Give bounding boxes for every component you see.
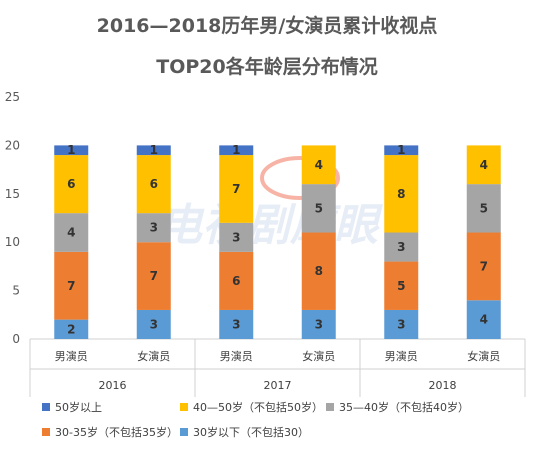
legend-item: 50岁以上 <box>42 400 102 414</box>
legend-label: 40—50岁（不包括50岁） <box>193 400 323 414</box>
y-tick-label: 5 <box>12 284 20 298</box>
bar-segment <box>136 309 171 339</box>
x-group-label: 2017 <box>264 379 292 392</box>
bar-segment <box>466 184 501 233</box>
data-label: 1 <box>150 143 158 157</box>
data-label: 6 <box>150 177 158 191</box>
bar-segment <box>219 309 254 339</box>
data-label: 4 <box>480 313 488 327</box>
y-tick-label: 10 <box>5 235 20 249</box>
bar-segment <box>466 300 501 339</box>
legend-label: 30岁以下（不包括30） <box>193 425 309 439</box>
bar-segment <box>384 155 419 233</box>
data-label: 5 <box>315 201 323 215</box>
x-category-label: 男演员 <box>220 349 253 363</box>
legend-swatch <box>180 428 188 436</box>
bar-segment <box>219 222 254 252</box>
bar-segment <box>219 145 254 156</box>
y-tick-label: 0 <box>12 332 20 346</box>
bar-segment <box>54 319 89 339</box>
bar-segment <box>136 242 171 310</box>
bar-segment <box>219 251 254 310</box>
legend-item: 40—50岁（不包括50岁） <box>180 400 323 414</box>
bar-segment <box>384 145 419 156</box>
data-label: 3 <box>232 230 240 244</box>
data-label: 7 <box>480 259 488 273</box>
x-category-label: 男演员 <box>55 349 88 363</box>
data-label: 3 <box>232 317 240 331</box>
data-labels: 2 7 4 6 1 3 7 3 6 1 3 6 3 7 1 3 8 5 4 3 5 3 8 1 4 7 5 4 <box>67 143 488 336</box>
data-label: 1 <box>397 143 405 157</box>
bar-segment <box>54 251 89 320</box>
bar-segment <box>219 155 254 223</box>
bar-segment <box>54 155 89 214</box>
bar-segment <box>54 145 89 156</box>
legend-item: 35—40岁（不包括40岁） <box>326 400 469 414</box>
bar-segment <box>301 232 336 310</box>
data-label: 6 <box>232 274 240 288</box>
data-label: 7 <box>67 279 75 293</box>
chart-legend: 50岁以上 40—50岁（不包括50岁） 35—40岁（不包括40岁） 30-35岁（… <box>42 400 469 439</box>
legend-swatch <box>326 403 334 411</box>
bar-segment <box>384 261 419 310</box>
data-label: 1 <box>232 143 240 157</box>
data-label: 8 <box>315 264 323 278</box>
legend-swatch <box>42 428 50 436</box>
legend-item: 30岁以下（不包括30） <box>180 425 309 439</box>
bar-segment <box>301 184 336 233</box>
bar-segment <box>301 145 336 185</box>
legend-item: 30-35岁（不包括35岁） <box>42 425 178 439</box>
data-label: 3 <box>397 317 405 331</box>
legend-label: 30-35岁（不包括35岁） <box>55 425 178 439</box>
x-category-label: 女演员 <box>137 349 170 363</box>
x-category-label: 女演员 <box>467 349 500 363</box>
data-label: 3 <box>150 221 158 235</box>
data-label: 5 <box>397 279 405 293</box>
data-label: 4 <box>315 158 323 172</box>
x-category-label: 男演员 <box>385 349 418 363</box>
data-label: 3 <box>397 240 405 254</box>
legend-swatch <box>42 403 50 411</box>
data-label: 7 <box>150 269 158 283</box>
bar-segment <box>466 145 501 185</box>
chart-bars <box>54 145 501 339</box>
data-label: 4 <box>480 158 488 172</box>
bar-segment <box>136 155 171 214</box>
y-tick-label: 20 <box>5 138 20 152</box>
data-label: 5 <box>480 201 488 215</box>
watermark-swoosh <box>260 156 340 200</box>
legend-label: 35—40岁（不包括40岁） <box>339 400 469 414</box>
y-tick-label: 25 <box>5 90 20 104</box>
data-label: 1 <box>67 143 75 157</box>
x-category-label: 女演员 <box>302 349 335 363</box>
bar-segment <box>301 309 336 339</box>
bar-segment <box>384 232 419 262</box>
chart-title-line-1: 2016—2018历年男/女演员累计收视点 <box>97 14 438 37</box>
data-label: 6 <box>67 177 75 191</box>
data-label: 3 <box>315 317 323 331</box>
x-group-label: 2018 <box>429 379 457 392</box>
y-tick-label: 15 <box>5 187 20 201</box>
data-label: 3 <box>150 317 158 331</box>
x-axis-categories: 男演员 女演员 男演员 女演员 男演员 女演员 2016 2017 2018 <box>29 339 526 397</box>
legend-swatch <box>180 403 188 411</box>
legend-label: 50岁以上 <box>55 400 102 414</box>
bar-segment <box>54 213 89 252</box>
watermark-text: 电视剧鹰眼 <box>158 200 383 251</box>
chart-title-line-2: TOP20各年龄层分布情况 <box>156 55 377 78</box>
data-label: 8 <box>397 187 405 201</box>
data-label: 4 <box>67 226 75 240</box>
bar-segment <box>384 309 419 339</box>
watermark-logo: 电视剧鹰眼 <box>158 156 383 251</box>
bar-segment <box>136 145 171 156</box>
x-group-label: 2016 <box>99 379 127 392</box>
data-label: 2 <box>67 322 75 336</box>
bar-segment <box>466 232 501 301</box>
data-label: 7 <box>232 182 240 196</box>
bar-segment <box>136 213 171 243</box>
